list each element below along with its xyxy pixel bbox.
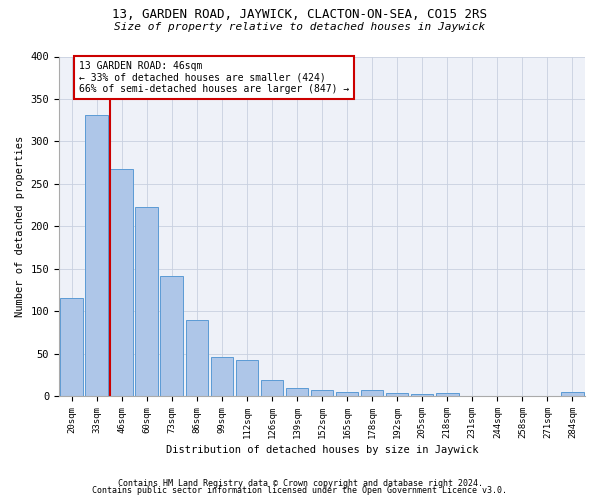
Text: Contains HM Land Registry data © Crown copyright and database right 2024.: Contains HM Land Registry data © Crown c…: [118, 478, 482, 488]
Text: 13, GARDEN ROAD, JAYWICK, CLACTON-ON-SEA, CO15 2RS: 13, GARDEN ROAD, JAYWICK, CLACTON-ON-SEA…: [113, 8, 487, 20]
Bar: [361, 390, 383, 396]
Bar: [60, 298, 83, 396]
Bar: [211, 357, 233, 396]
Bar: [160, 276, 183, 396]
Bar: [85, 115, 108, 396]
Bar: [185, 320, 208, 396]
Bar: [311, 390, 333, 396]
Bar: [561, 392, 584, 396]
Bar: [236, 360, 258, 396]
Bar: [336, 392, 358, 396]
Bar: [136, 207, 158, 396]
Text: 13 GARDEN ROAD: 46sqm
← 33% of detached houses are smaller (424)
66% of semi-det: 13 GARDEN ROAD: 46sqm ← 33% of detached …: [79, 60, 349, 94]
Bar: [286, 388, 308, 396]
Bar: [110, 170, 133, 396]
Text: Contains public sector information licensed under the Open Government Licence v3: Contains public sector information licen…: [92, 486, 508, 495]
Bar: [260, 380, 283, 396]
Text: Size of property relative to detached houses in Jaywick: Size of property relative to detached ho…: [115, 22, 485, 32]
Y-axis label: Number of detached properties: Number of detached properties: [15, 136, 25, 317]
Bar: [411, 394, 433, 396]
Bar: [386, 392, 409, 396]
X-axis label: Distribution of detached houses by size in Jaywick: Distribution of detached houses by size …: [166, 445, 478, 455]
Bar: [436, 392, 458, 396]
